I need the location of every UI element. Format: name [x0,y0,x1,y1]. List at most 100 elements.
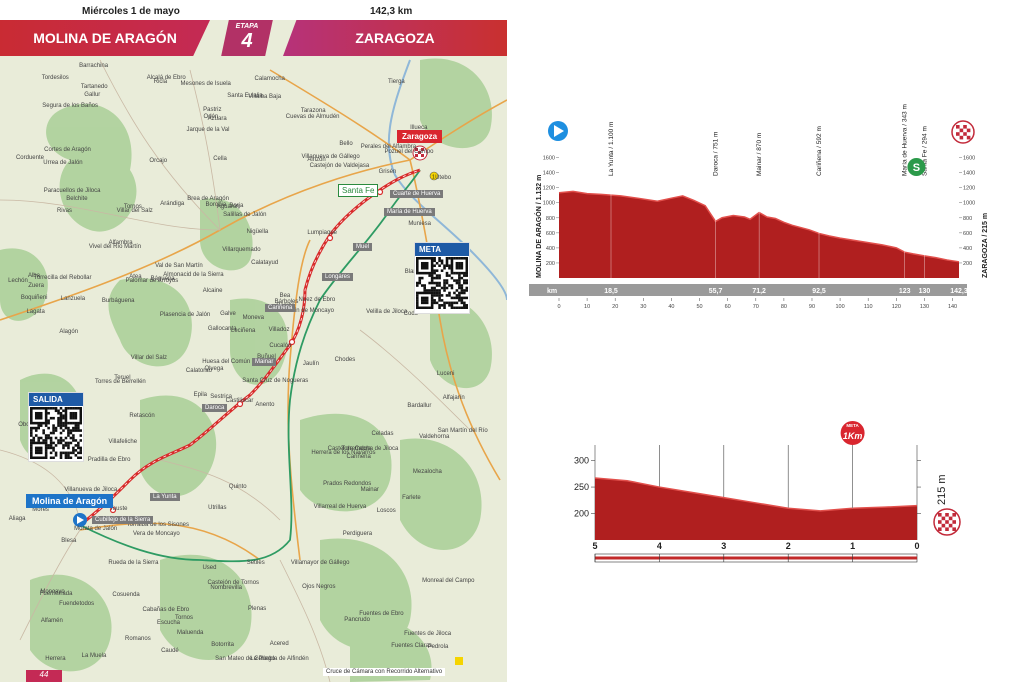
qr-module [44,407,48,410]
town-label: Calatorao [185,367,212,374]
qr-module [420,296,424,300]
qr-module [79,411,82,415]
town-label: Cuevas de Almudén [285,113,340,120]
qr-module [465,269,468,272]
town-label: San Martín del Río [437,427,488,434]
qr-module [430,291,434,295]
qr-module [463,304,466,307]
qr-module [32,421,36,425]
qr-module [423,284,427,287]
qr-module [54,429,58,432]
y-tick-label: 1200 [963,186,975,192]
qr-module [438,281,441,285]
town-label: Epila [193,392,207,399]
qr-module [44,444,48,447]
x-tick-label: 3 [721,541,726,551]
x-tick-label: 60 [725,304,731,310]
qr-module [30,431,33,435]
qr-module [463,306,466,309]
elevation-line [558,190,960,263]
qr-module [435,294,439,297]
qr-module [39,441,43,445]
qr-module [52,446,55,450]
qr-module [59,456,63,459]
qr-module [465,286,468,290]
y-tick-label: 600 [963,231,972,237]
town-label: Fuenferrada [39,590,73,597]
qr-module [74,407,78,410]
town-label: Gallocanta [207,325,237,332]
qr-module [460,289,464,292]
qr-module [420,271,424,275]
alternate-route [79,169,421,563]
qr-module [67,407,70,410]
climb-label: María de Huerva / 343 m [902,104,909,176]
qr-module [458,296,461,300]
route-tag-cuarte: Cuarte de Huerva [390,190,444,198]
qr-module [463,274,466,277]
checker-cell [952,513,956,517]
town-label: Torres de Berrellén [95,378,146,385]
qr-module [448,284,451,287]
qr-module [74,411,78,415]
qr-module [44,449,48,452]
qr-module [420,257,424,260]
qr-module [465,296,468,300]
qr-module [49,446,53,450]
town-label: Botorrita [211,642,234,649]
qr-module [64,456,68,459]
qr-module [453,271,456,275]
qr-module [440,261,444,265]
checker-cell [945,527,949,531]
town-label: Santa Cruz de Nogueras [242,378,309,385]
town-label: Pastriz [203,107,222,114]
town-label: Used [202,565,217,572]
km-strip-segment [788,556,853,560]
town-label: Alcaine [202,288,223,295]
qr-module [450,301,454,305]
town-label: Palomar de Arroyos [125,277,179,284]
qr-module [64,421,68,425]
town-label: Sestrica [210,394,232,400]
qr-module [445,279,449,282]
town-label: Pancrudo [344,616,370,623]
checker-cell [959,135,964,140]
qr-module [440,294,444,297]
qr-module [430,271,434,275]
qr-module [438,274,441,277]
qr-module [67,454,70,457]
route-tag-carinena: Cariñena [265,304,296,312]
qr-module [44,446,48,450]
qr-module [67,434,70,437]
qr-module [433,299,436,302]
qr-module [423,301,427,305]
qr-module [430,296,434,300]
qr-module [47,419,50,422]
town-label: Valdehorna [419,433,450,440]
qr-module [64,426,68,430]
town-label: Odón [203,113,219,120]
town-label: Jarque de la Val [186,127,230,134]
qr-module [460,306,464,309]
finish-elevation-line [594,477,918,512]
qr-module [69,429,73,432]
qr-module [79,449,82,452]
checker-cell [966,135,971,140]
qr-module [54,451,58,455]
qr-module [430,289,434,292]
town-label: Báguena [150,276,175,283]
qr-module [425,291,429,295]
qr-module [430,294,434,297]
qr-code-start-icon [30,407,82,459]
town-label: Castejón de Tornos [207,580,260,587]
qr-module [445,257,449,260]
town-label: Nombrevilla [210,585,242,592]
qr-module [49,431,53,435]
qr-card-start[interactable]: SALIDA [28,392,84,462]
town-label: Perales del Alfambra [360,143,417,150]
qr-module [435,291,439,295]
qr-card-finish[interactable]: META [414,242,470,314]
qr-module [418,279,422,282]
finish-flag: Zaragoza [397,130,443,143]
